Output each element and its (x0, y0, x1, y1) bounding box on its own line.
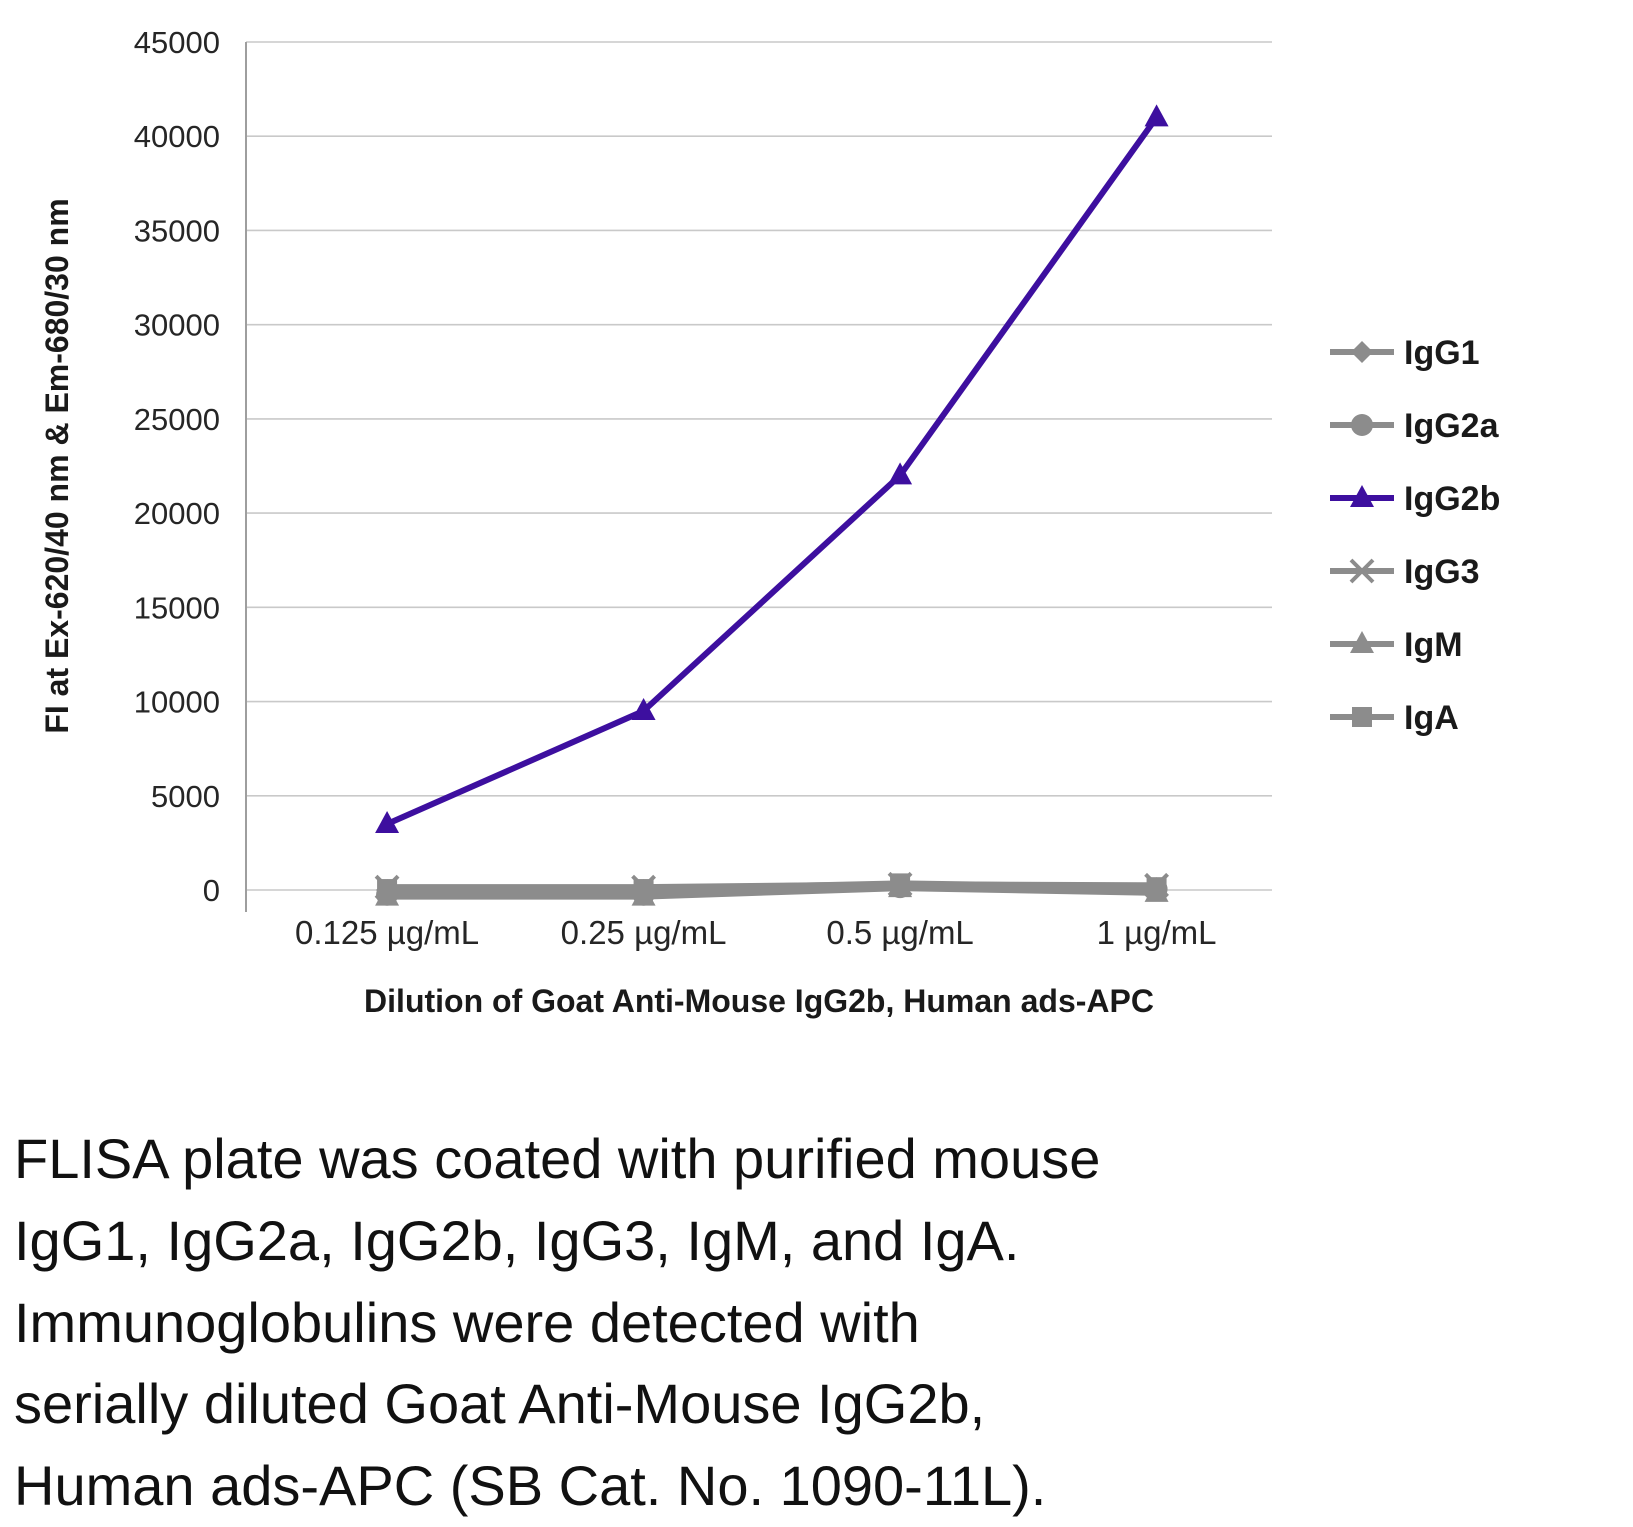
legend-item-IgA: IgA (1330, 699, 1459, 737)
y-tick-label: 35000 (134, 213, 220, 248)
triangle-marker-icon (1350, 485, 1374, 507)
legend-item-IgG2a: IgG2a (1330, 407, 1500, 445)
legend-label: IgM (1404, 626, 1463, 664)
y-axis-title: FI at Ex-620/40 nm & Em-680/30 nm (39, 198, 75, 733)
series-line (387, 885, 1157, 900)
chart-canvas: 0 5000 10000 15000 20000 25000 30000 35000 40000… (39, 25, 1500, 1019)
y-tick-label: 40000 (134, 119, 220, 154)
x-tick-label: 0.5 µg/mL (826, 914, 973, 951)
y-tick-label: 5000 (151, 779, 220, 814)
y-tick-label: 25000 (134, 402, 220, 437)
y-tick-label: 30000 (134, 308, 220, 343)
circle-marker-icon (1351, 414, 1373, 436)
y-tick-label: 0 (203, 873, 220, 908)
legend-item-IgG3: IgG3 (1330, 553, 1480, 591)
triangle-marker-icon (1350, 631, 1374, 653)
square-marker-icon (377, 879, 398, 900)
x-axis-title: Dilution of Goat Anti-Mouse IgG2b, Human… (364, 983, 1154, 1019)
diamond-marker-icon (1351, 341, 1373, 363)
triangle-marker-icon (888, 462, 913, 485)
flisa-line-chart: 0 5000 10000 15000 20000 25000 30000 35000 40000… (39, 25, 1500, 1019)
x-tick-labels: 0.125 µg/mL 0.25 µg/mL 0.5 µg/mL 1 µg/mL (295, 914, 1217, 951)
y-tick-label: 20000 (134, 496, 220, 531)
legend-label: IgG1 (1404, 334, 1480, 372)
triangle-marker-icon (1144, 104, 1169, 127)
x-tick-label: 1 µg/mL (1097, 914, 1217, 951)
legend-label: IgG2a (1404, 407, 1500, 445)
series-IgA (377, 873, 1167, 900)
legend-item-IgG1: IgG1 (1330, 334, 1480, 372)
y-tick-label: 10000 (134, 685, 220, 720)
x-marker-icon (1349, 558, 1375, 584)
legend-item-IgM: IgM (1330, 626, 1463, 664)
legend-label: IgG3 (1404, 553, 1480, 591)
square-marker-icon (1352, 707, 1372, 727)
square-marker-icon (1146, 877, 1167, 898)
series-line (387, 880, 1157, 893)
square-marker-icon (890, 873, 911, 894)
legend: IgG1 IgG2a IgG2b IgG3 IgM IgA (1330, 334, 1500, 737)
series-IgG2b (375, 104, 1169, 834)
x-tick-label: 0.125 µg/mL (295, 914, 479, 951)
y-tick-label: 15000 (134, 590, 220, 625)
legend-label: IgA (1404, 699, 1459, 737)
legend-item-IgG2b: IgG2b (1330, 480, 1500, 518)
gridlines (246, 41, 1272, 891)
triangle-marker-icon (631, 697, 656, 720)
figure-caption: FLISA plate was coated with purified mou… (14, 1127, 1101, 1517)
y-tick-label: 45000 (134, 25, 220, 60)
square-marker-icon (633, 879, 654, 900)
x-tick-label: 0.25 µg/mL (561, 914, 727, 951)
series-line (385, 115, 1160, 827)
y-tick-labels: 0 5000 10000 15000 20000 25000 30000 35000 40000… (134, 25, 220, 908)
legend-label: IgG2b (1404, 480, 1500, 518)
triangle-marker-icon (375, 811, 400, 834)
